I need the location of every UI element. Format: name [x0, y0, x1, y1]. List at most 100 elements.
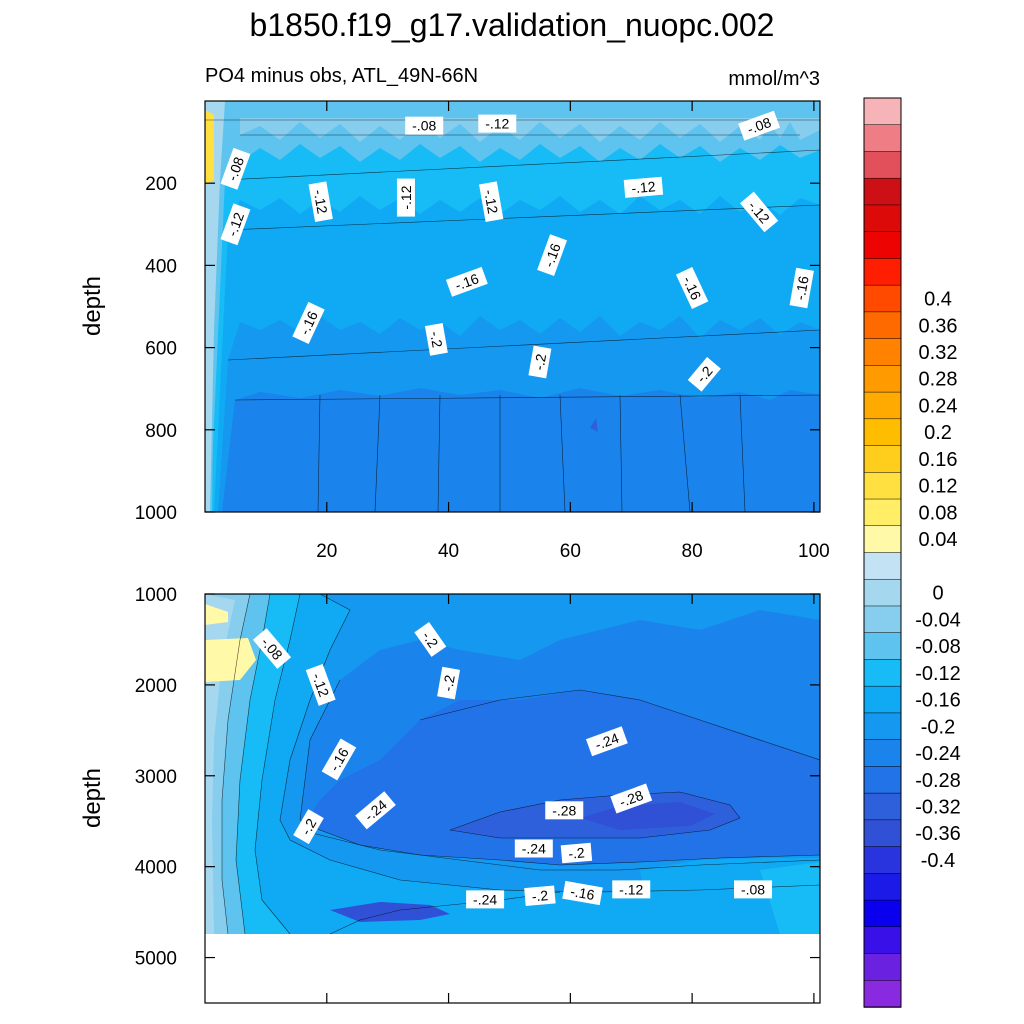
contour-label-box	[321, 738, 357, 781]
colorbar-swatch	[863, 365, 902, 393]
colorbar-label: -0.24	[915, 743, 961, 765]
contour-label-text: -.2	[531, 352, 550, 371]
y-tick-label: 5000	[135, 949, 177, 970]
colorbar-swatch	[863, 819, 902, 848]
contour-label-text: -.2	[427, 330, 446, 349]
colorbar-swatch	[863, 204, 902, 233]
units-label: mmol/m^3	[728, 68, 820, 90]
colorbar-swatch	[863, 632, 902, 661]
contour-label-text: -.2	[439, 673, 458, 692]
colorbar-label: 0.32	[919, 342, 958, 364]
colorbar-frame	[863, 97, 902, 1008]
contour-label-box	[545, 801, 584, 820]
colorbar-label: -0.4	[921, 850, 955, 872]
colorbar-label: -0.36	[915, 823, 961, 845]
lower-axis-ticks: 1000 2000 3000 4000 5000	[135, 585, 820, 1003]
colorbar-swatch	[863, 97, 902, 126]
contour-label: -.16	[537, 234, 568, 277]
contour-label-box	[734, 880, 773, 899]
colorbar-swatch	[863, 472, 902, 500]
colorbar-swatch	[863, 338, 902, 367]
contour-label-box	[478, 114, 517, 133]
contour-label-box	[623, 176, 664, 198]
lower-contour-fill	[205, 594, 820, 934]
colorbar-swatch	[863, 712, 902, 741]
contour-label: -.2	[687, 357, 721, 392]
y-tick-label: 800	[145, 421, 177, 442]
upper-contour-labels: -.08 -.12 -.08-.08-.12-.12 -.12 -.12-.12-.12…	[220, 110, 814, 392]
colorbar-swatch	[863, 980, 902, 1008]
x-tick-label: 80	[682, 541, 703, 562]
contour-label-box	[405, 116, 444, 135]
lower-plot-frame	[204, 593, 821, 1004]
contour-label: -.12	[305, 663, 336, 706]
contour-label-text: -.08	[741, 881, 765, 897]
colorbar-label: 0.24	[919, 395, 958, 417]
colorbar-label: 0	[932, 583, 943, 605]
contour-label-text: -.16	[540, 241, 563, 269]
colorbar-swatch	[863, 284, 902, 313]
contour-label-text: -.08	[412, 118, 436, 134]
contour-label-text: -.12	[311, 188, 331, 215]
colorbar-swatch	[863, 953, 902, 982]
contour-label: -.24	[514, 839, 553, 858]
colorbar-label: -0.32	[915, 796, 961, 818]
colorbar-label: -0.12	[915, 663, 961, 685]
contour-label-box	[740, 191, 779, 233]
contour-label-text: -.12	[485, 116, 509, 132]
contour-label-box	[514, 839, 553, 858]
x-tick-label: 20	[316, 541, 337, 562]
contour-label: -.16	[445, 266, 488, 297]
contour-label-box	[738, 110, 781, 141]
colorbar-label: 0.28	[919, 369, 958, 391]
colorbar-label: 0.36	[919, 315, 958, 337]
contour-label-box	[528, 345, 552, 379]
colorbar-swatch	[863, 552, 902, 580]
contour-label-text: -.08	[224, 155, 247, 183]
contour-label-box	[562, 880, 603, 906]
colorbar-swatch	[863, 391, 902, 420]
contour-label-text: -.12	[481, 188, 501, 215]
contour-label-text: -.16	[569, 883, 596, 903]
colorbar-swatch	[863, 899, 902, 928]
contour-label-box	[612, 880, 651, 899]
contour-label: -.24	[585, 726, 628, 757]
contour-label: -.12	[220, 203, 251, 246]
colorbar-swatch	[863, 578, 902, 607]
contour-label: -.2	[560, 842, 593, 864]
colorbar-swatch	[863, 926, 902, 955]
colorbar-label: 0.04	[919, 529, 958, 551]
colorbar-swatch	[863, 659, 902, 687]
colorbar-swatch	[863, 766, 902, 794]
contour-label: -.12	[396, 178, 415, 217]
colorbar-label: 0.16	[919, 449, 958, 471]
colorbar-label: 0.4	[924, 289, 952, 311]
colorbar-swatch	[863, 177, 902, 206]
contour-label: -.24	[466, 890, 505, 909]
y-tick-label: 4000	[135, 858, 177, 879]
colorbar-label: -0.2	[921, 716, 955, 738]
contour-label: -.12	[479, 181, 504, 222]
contour-label: -.24	[355, 791, 396, 830]
contour-label-box	[537, 234, 568, 277]
contour-label: -.16	[562, 880, 603, 906]
colorbar-swatch	[863, 311, 902, 340]
contour-label-box	[308, 181, 333, 222]
y-tick-label: 2000	[135, 676, 177, 697]
contour-label-box	[396, 178, 415, 217]
contour-label-box	[293, 809, 324, 845]
x-tick-label: 40	[438, 541, 459, 562]
contour-label: -.2	[437, 666, 461, 700]
contour-label: -.16	[789, 267, 814, 309]
contour-label-text: -.12	[619, 881, 643, 897]
y-tick-label: 1000	[135, 503, 177, 524]
contour-label-box	[220, 147, 251, 190]
colorbar-label: 0.08	[919, 502, 958, 524]
contour-label-text: -.2	[419, 628, 442, 651]
contour-label-box	[610, 783, 653, 814]
y-tick-label: 600	[145, 339, 177, 360]
colorbar-label: 0.2	[924, 422, 952, 444]
contour-label: -.12	[478, 114, 517, 133]
